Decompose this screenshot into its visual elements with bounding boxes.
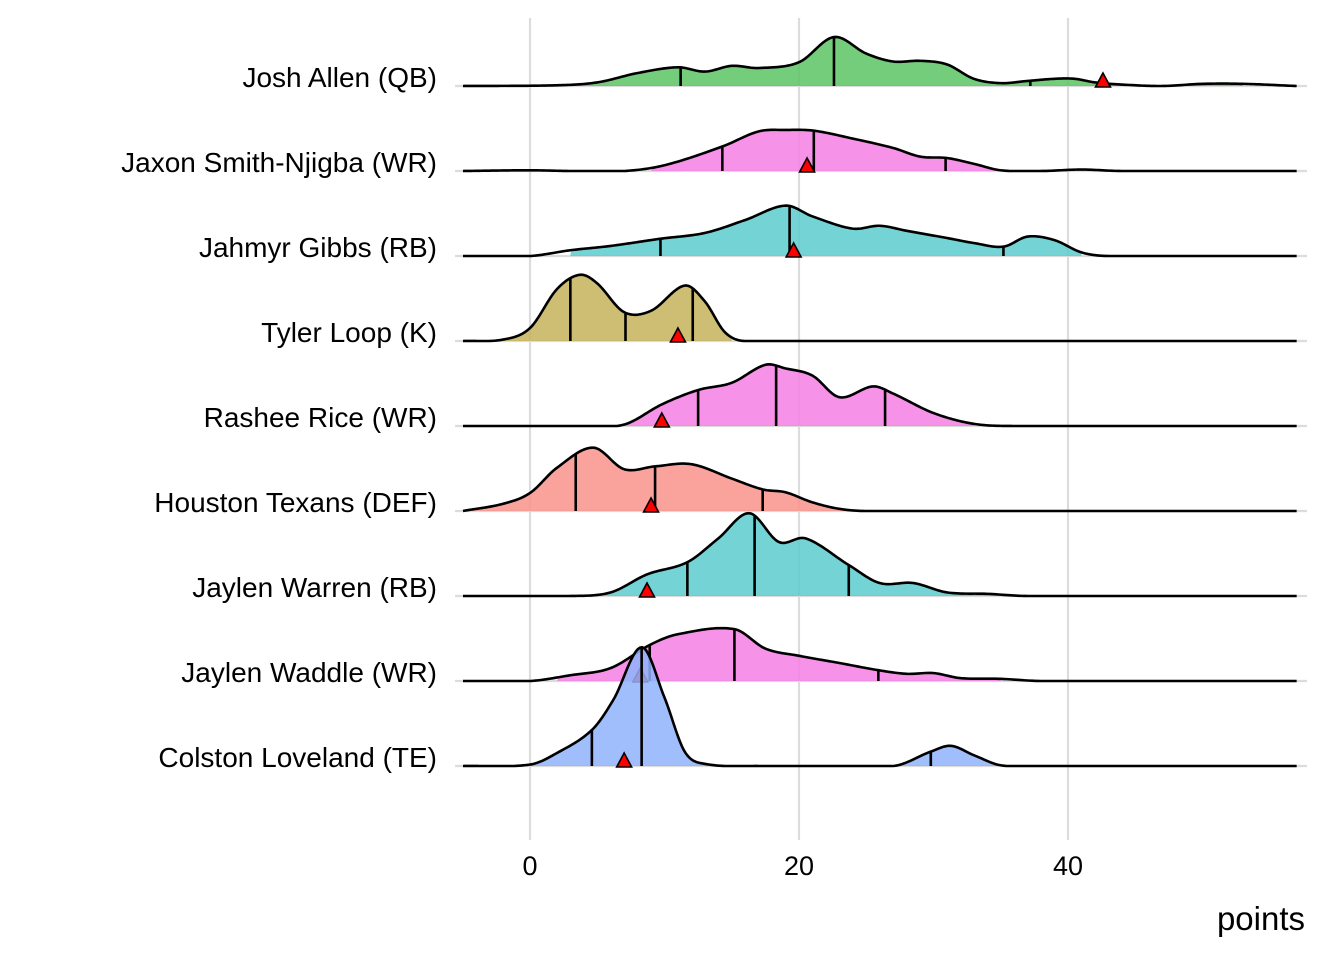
ridge-3	[462, 273, 1297, 343]
density-curve	[463, 626, 1297, 683]
ridge-6	[463, 511, 1297, 598]
density-curve	[462, 446, 1297, 513]
x-tick-label: 20	[784, 851, 814, 881]
player-label: Jahmyr Gibbs (RB)	[199, 232, 437, 263]
density-curve	[462, 645, 1297, 768]
player-label: Jaylen Waddle (WR)	[181, 657, 437, 688]
projection-marker	[652, 411, 671, 428]
ridge-layer	[462, 35, 1297, 768]
player-label: Houston Texans (DEF)	[154, 487, 437, 518]
density-fill	[530, 647, 1001, 766]
ridge-1	[462, 128, 1297, 173]
density-curve	[462, 35, 1297, 88]
ridge-4	[463, 363, 1297, 428]
projection-marker	[798, 156, 816, 173]
player-label: Jaylen Warren (RB)	[192, 572, 437, 603]
ridge-8	[462, 645, 1297, 768]
ridge-7	[463, 626, 1297, 683]
player-label: Tyler Loop (K)	[261, 317, 437, 348]
density-fill	[556, 36, 1243, 86]
density-curve	[462, 273, 1297, 343]
player-label: Colston Loveland (TE)	[158, 742, 437, 773]
density-fill	[651, 129, 1028, 171]
density-fill	[570, 205, 1082, 256]
x-axis-title: points	[1217, 900, 1305, 937]
projection-marker	[1094, 71, 1112, 88]
density-curve	[463, 363, 1297, 428]
x-tick-label: 0	[522, 851, 537, 881]
projection-marker	[615, 751, 633, 768]
player-label: Josh Allen (QB)	[242, 62, 437, 93]
density-fill	[556, 628, 1001, 681]
x-axis-ticks: 0 20 40	[522, 851, 1083, 881]
density-fill	[597, 513, 1001, 596]
ridge-0	[462, 35, 1297, 88]
player-label: Rashee Rice (WR)	[204, 402, 437, 433]
density-fill	[462, 447, 853, 511]
density-fill	[624, 364, 974, 426]
density-curve	[463, 511, 1297, 598]
density-curve	[463, 204, 1297, 258]
y-axis-labels: Josh Allen (QB) Jaxon Smith-Njigba (WR) Ja…	[121, 62, 437, 773]
grid-layer	[455, 18, 1307, 840]
ridge-5	[462, 446, 1297, 513]
projection-marker	[638, 581, 656, 598]
projection-marker	[784, 241, 803, 258]
player-label: Jaxon Smith-Njigba (WR)	[121, 147, 437, 178]
ridge-2	[463, 204, 1297, 258]
projection-marker	[669, 326, 687, 343]
projection-marker	[642, 496, 660, 513]
density-curve	[462, 128, 1297, 173]
x-tick-label: 40	[1053, 851, 1083, 881]
